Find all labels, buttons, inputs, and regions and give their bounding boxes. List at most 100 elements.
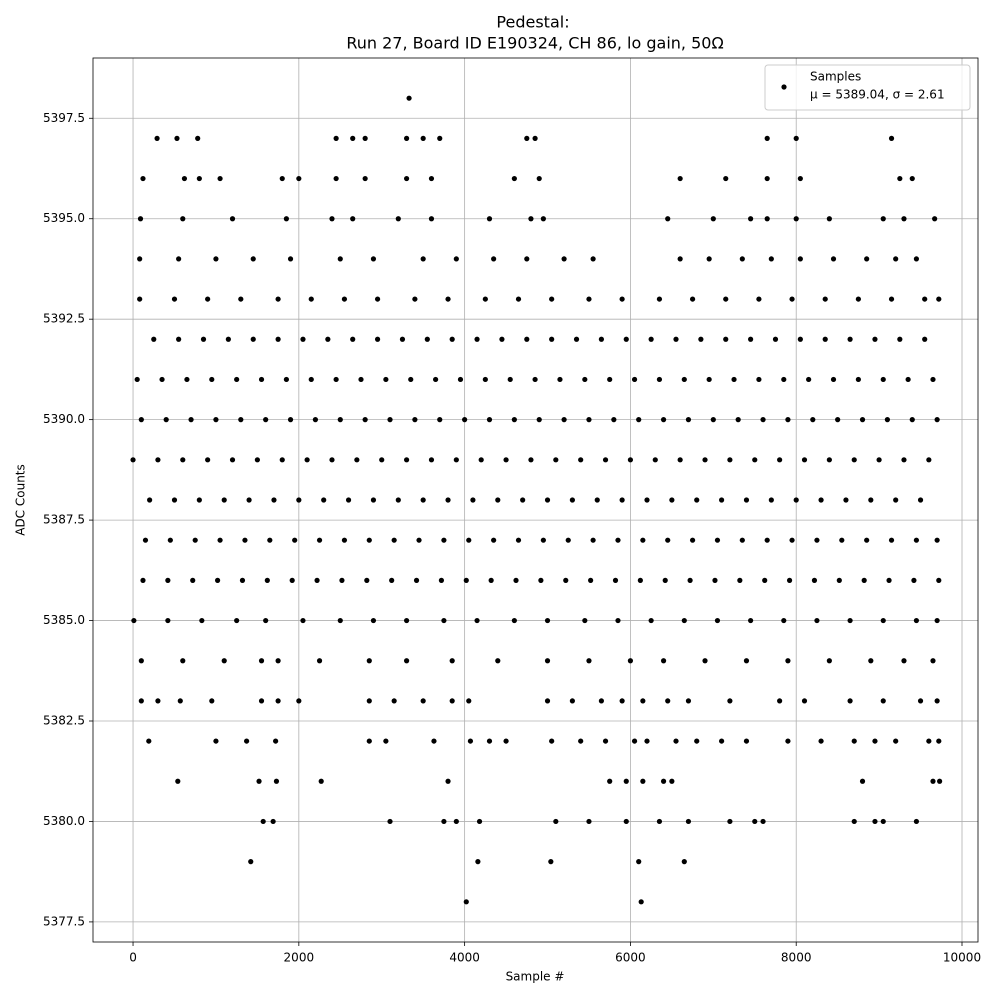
point <box>300 617 306 624</box>
point <box>147 497 153 503</box>
point <box>913 537 920 543</box>
point <box>586 296 592 302</box>
point <box>412 417 418 423</box>
point <box>528 216 534 222</box>
point <box>495 497 501 503</box>
point <box>913 256 920 262</box>
point <box>922 336 928 342</box>
point <box>316 537 323 543</box>
legend-box <box>764 64 971 111</box>
point <box>611 417 617 423</box>
point <box>329 216 335 222</box>
point <box>851 457 857 463</box>
point <box>694 497 700 503</box>
point <box>936 738 942 744</box>
point <box>930 376 936 383</box>
point <box>868 658 874 664</box>
point <box>420 698 426 704</box>
point <box>557 376 563 383</box>
point <box>818 738 824 744</box>
point <box>408 376 414 383</box>
point <box>706 256 712 262</box>
point <box>822 296 828 302</box>
point <box>513 577 519 583</box>
point <box>723 336 729 342</box>
point <box>196 175 202 182</box>
point <box>681 859 687 865</box>
point <box>594 497 600 503</box>
point <box>395 497 401 503</box>
point <box>137 216 144 222</box>
point <box>205 457 211 463</box>
point <box>258 698 265 704</box>
point <box>184 376 190 383</box>
point <box>884 417 890 423</box>
point <box>631 738 638 744</box>
point <box>648 617 654 624</box>
point <box>316 658 323 664</box>
point <box>847 336 853 342</box>
point <box>785 738 791 744</box>
point <box>573 336 580 342</box>
point <box>627 457 634 463</box>
point <box>905 376 911 383</box>
point <box>810 417 816 423</box>
point <box>428 175 435 182</box>
point <box>177 698 183 704</box>
point <box>536 175 542 182</box>
y-tick-label: 5392.5 <box>43 312 85 326</box>
point <box>524 135 530 141</box>
point <box>851 818 857 825</box>
point <box>926 457 932 463</box>
point <box>391 537 397 543</box>
point <box>930 778 936 784</box>
x-tick-label: 8000 <box>781 951 812 965</box>
point <box>660 658 667 664</box>
point <box>176 336 182 342</box>
point <box>246 497 252 503</box>
point <box>656 818 663 825</box>
point <box>387 818 393 825</box>
point <box>250 256 256 262</box>
point <box>279 457 285 463</box>
point <box>843 497 849 503</box>
point <box>267 537 273 543</box>
point <box>764 175 770 182</box>
point <box>569 497 575 503</box>
point <box>739 256 745 262</box>
point <box>627 658 634 664</box>
point <box>270 818 276 825</box>
point <box>619 296 625 302</box>
point <box>341 537 348 543</box>
x-tick-label: 0 <box>129 951 137 965</box>
point <box>283 376 289 383</box>
point <box>714 537 721 543</box>
point <box>260 818 266 825</box>
point <box>864 537 870 543</box>
point <box>383 738 389 744</box>
point <box>623 336 629 342</box>
legend: Samples μ = 5389.04, σ = 2.61 <box>764 64 971 111</box>
point <box>271 497 277 503</box>
point <box>619 497 625 503</box>
point <box>801 457 808 463</box>
point <box>491 256 497 262</box>
point <box>364 577 370 583</box>
point <box>897 336 903 342</box>
x-axis-label: Sample # <box>506 970 565 984</box>
point <box>420 497 426 503</box>
point <box>308 376 314 383</box>
point <box>538 577 544 583</box>
point <box>175 778 181 784</box>
point <box>826 457 832 463</box>
point <box>140 577 146 583</box>
point <box>486 738 493 744</box>
point <box>138 698 144 704</box>
point <box>930 658 936 664</box>
point <box>544 658 551 664</box>
point <box>165 577 171 583</box>
point <box>383 376 389 383</box>
point <box>399 336 406 342</box>
point <box>768 497 774 503</box>
point <box>793 135 799 141</box>
